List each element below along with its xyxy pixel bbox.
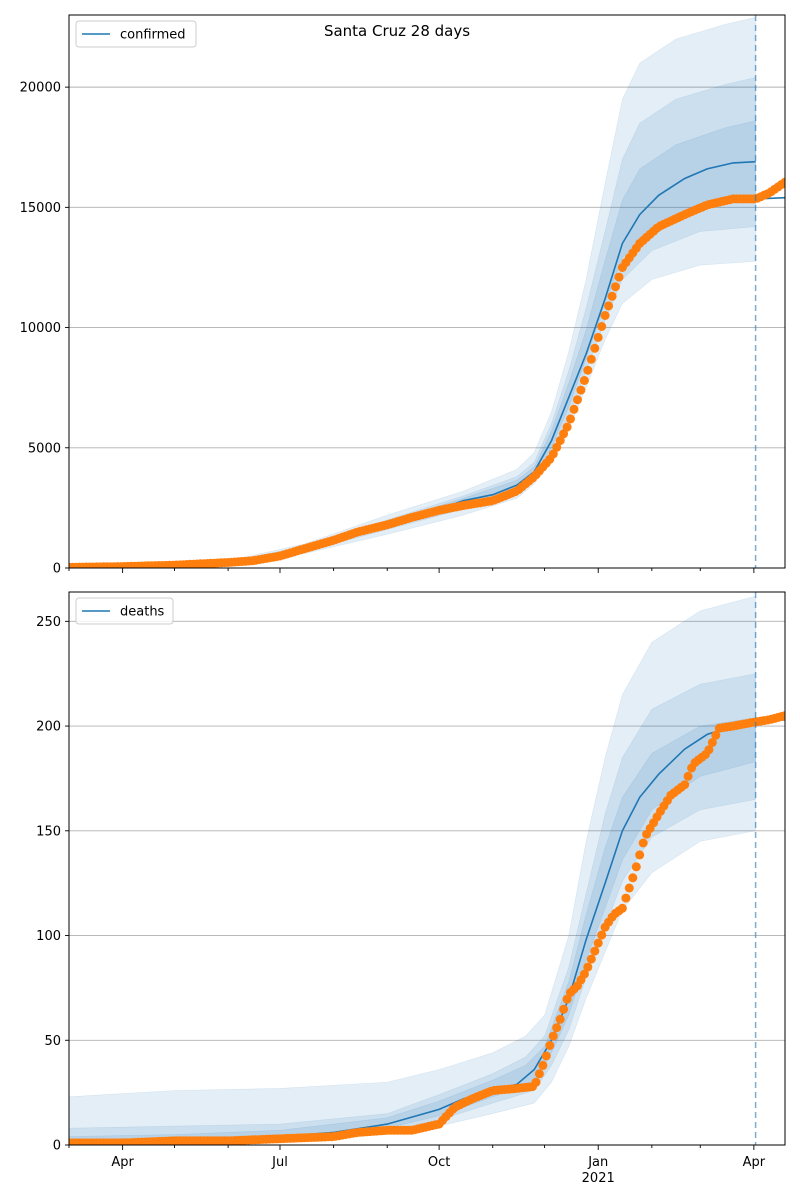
observed-point: [590, 946, 600, 956]
legend: confirmed: [75, 20, 197, 48]
observed-point: [583, 365, 593, 375]
observed-point: [604, 301, 614, 311]
confidence-band-middle: [69, 77, 756, 568]
observed-point: [559, 1004, 569, 1014]
x-tick-label: Apr: [743, 1155, 766, 1170]
y-tick-label: 200: [36, 720, 61, 735]
x-tick-label: Apr: [111, 1155, 134, 1170]
legend: deaths: [75, 597, 174, 625]
observed-point: [631, 862, 641, 872]
y-tick-label: 150: [36, 824, 61, 839]
observed-point: [555, 436, 565, 446]
y-tick-label: 5000: [28, 441, 61, 456]
observed-point: [569, 404, 579, 414]
observed-point: [621, 893, 631, 903]
observed-point: [548, 1031, 558, 1041]
observed-point: [711, 730, 721, 740]
observed-point: [531, 1077, 541, 1087]
y-tick-label: 250: [36, 615, 61, 630]
observed-point: [579, 376, 589, 385]
observed-point: [545, 1041, 555, 1050]
plot-area: [69, 17, 785, 568]
observed-point: [628, 873, 638, 883]
confidence-band-outer: [69, 595, 756, 1145]
observed-point: [683, 771, 693, 781]
y-tick-label: 0: [53, 562, 61, 577]
observed-point: [617, 903, 627, 913]
confirmed-panel: 0 5000 10000 15000 20000 Santa Cruz 28 days co…: [20, 14, 786, 577]
observed-point: [600, 311, 610, 320]
x-tick-label: Oct: [428, 1155, 450, 1170]
confidence-band-inner: [69, 120, 756, 568]
x-tick-label: Jan: [587, 1155, 608, 1170]
confidence-band-middle: [69, 673, 756, 1145]
observed-point: [548, 449, 558, 459]
observed-point: [555, 1014, 565, 1024]
observed-point: [538, 1060, 548, 1070]
y-tick-label: 0: [53, 1139, 61, 1154]
y-tick-label: 100: [36, 929, 61, 944]
observed-point: [597, 930, 607, 940]
observed-point: [704, 745, 714, 755]
observed-point: [780, 711, 785, 721]
chart-title: Santa Cruz 28 days: [324, 22, 470, 40]
x-tick-sublabel: 2021: [582, 1171, 615, 1186]
y-tick-label: 20000: [20, 81, 61, 96]
legend-frame: [75, 597, 174, 625]
observed-point: [566, 414, 575, 424]
legend-frame: [75, 20, 197, 48]
observed-point: [597, 322, 607, 331]
observed-point: [635, 850, 645, 860]
observed-point: [680, 780, 690, 790]
observed-point: [586, 354, 596, 364]
observed-point: [579, 969, 589, 979]
confidence-band-outer: [69, 17, 756, 568]
axes-frame: [68, 14, 786, 569]
observed-point: [780, 177, 785, 187]
observed-point: [638, 838, 648, 848]
y-tick-label: 10000: [20, 321, 61, 336]
y-tick-label: 15000: [20, 201, 61, 216]
observed-point: [534, 1069, 544, 1079]
observed-point: [573, 395, 582, 405]
observed-point: [559, 429, 569, 439]
observed-point: [624, 883, 634, 893]
y-tick-label: 50: [44, 1034, 61, 1049]
axes-frame: [68, 591, 786, 1146]
observed-point: [552, 442, 562, 452]
plot-area: [69, 595, 785, 1145]
observed-point: [541, 1051, 551, 1061]
x-tick-label: Jul: [271, 1155, 288, 1170]
observed-point: [576, 385, 586, 395]
observed-point: [707, 738, 717, 747]
observed-point: [593, 332, 603, 342]
observed-point: [562, 422, 572, 432]
observed-point: [562, 994, 572, 1004]
observed-point: [593, 938, 603, 948]
observed-point: [590, 343, 600, 353]
observed-point: [614, 272, 624, 282]
legend-label: confirmed: [120, 28, 186, 43]
legend-label: deaths: [120, 605, 165, 620]
observed-point: [607, 291, 617, 301]
observed-point: [611, 282, 620, 292]
observed-point: [583, 962, 593, 972]
observed-point: [586, 954, 596, 964]
observed-point: [552, 1023, 562, 1033]
confidence-band-inner: [69, 717, 756, 1145]
